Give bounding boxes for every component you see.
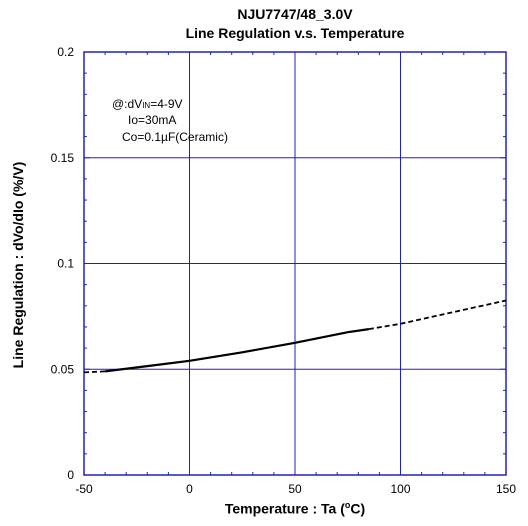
grid-layer (83, 51, 507, 476)
x-tick-label: 100 (390, 482, 410, 496)
series-layer (83, 299, 507, 374)
series-line-extrapolated (368, 299, 507, 330)
plot-frame (83, 51, 507, 476)
chart-subtitle: Line Regulation v.s. Temperature (185, 25, 405, 41)
x-tick-label: 0 (186, 482, 193, 496)
x-tick-label: 50 (288, 482, 302, 496)
x-tick-label: -50 (75, 482, 93, 496)
y-tick-label: 0.05 (51, 362, 75, 376)
y-tick-label: 0.2 (57, 45, 74, 59)
annotation-condition-capacitor: Co=0.1µF(Ceramic) (122, 130, 228, 144)
series-line-extrapolated (83, 370, 106, 374)
annotation-condition-voltage: @:dVIN=4-9V (112, 97, 183, 111)
y-tick-label: 0.15 (51, 151, 75, 165)
x-axis-label: Temperature : Ta (oC) (224, 500, 366, 517)
chart-title: NJU7747/48_3.0V (237, 6, 353, 22)
y-axis-label: Line Regulation : dVo/dIo (%/V) (10, 161, 26, 369)
series-line-measured (104, 328, 370, 373)
annotation-condition-current: Io=30mA (128, 113, 177, 127)
y-tick-label: 0.1 (57, 257, 74, 271)
x-tick-label: 150 (496, 482, 516, 496)
y-tick-label: 0 (67, 468, 74, 482)
